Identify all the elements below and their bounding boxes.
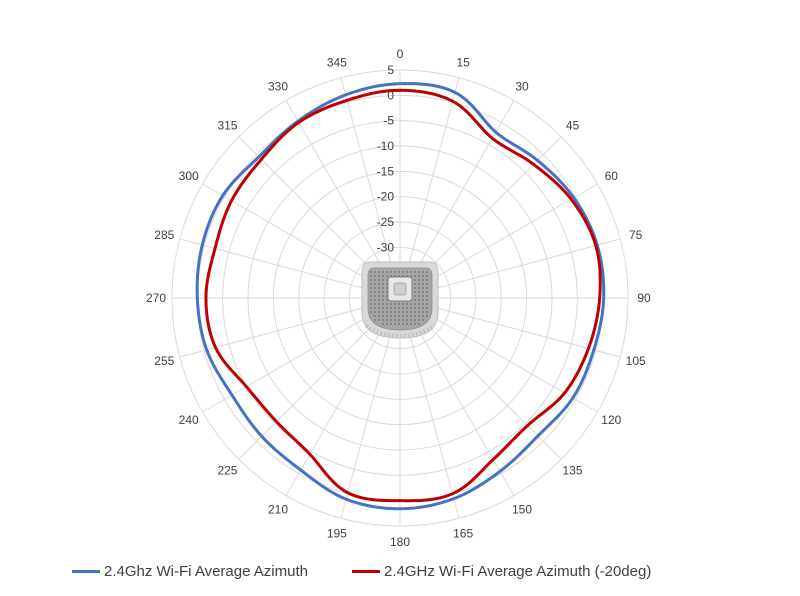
- angle-tick-label: 315: [217, 118, 237, 132]
- angle-tick-label: 210: [268, 502, 288, 516]
- angle-tick-label: 75: [629, 228, 643, 242]
- angle-tick-label: 15: [456, 55, 470, 69]
- angle-tick-label: 30: [515, 80, 529, 94]
- angle-tick-label: 225: [217, 464, 237, 478]
- legend-label: 2.4GHz Wi-Fi Average Azimuth (-20deg): [384, 563, 652, 580]
- legend-swatch-blue: [72, 570, 100, 573]
- radial-tick-label: -25: [377, 215, 395, 229]
- angle-tick-label: 60: [605, 169, 619, 183]
- radial-tick-label: -10: [377, 139, 395, 153]
- angle-tick-label: 90: [637, 291, 651, 305]
- radial-tick-label: -30: [377, 240, 395, 254]
- angle-tick-label: 345: [327, 55, 347, 69]
- legend-swatch-red: [352, 570, 380, 573]
- angle-tick-labels: 0 15 30 45 60 75 90 105 120 135 150 165 180 195 210 225…: [146, 47, 651, 549]
- angular-gridlines: [172, 70, 628, 526]
- radial-tick-labels: 5 0 -5 -10 -15 -20 -25 -30: [377, 63, 395, 254]
- angle-tick-label: 105: [626, 354, 646, 368]
- ceiling-access-point-icon: [361, 261, 439, 339]
- angle-tick-label: 255: [154, 354, 174, 368]
- angle-tick-label: 150: [512, 502, 532, 516]
- radial-tick-label: 0: [387, 88, 394, 102]
- angle-tick-label: 45: [566, 118, 580, 132]
- angle-tick-label: 180: [390, 535, 410, 549]
- radial-tick-label: -15: [377, 164, 395, 178]
- radial-tick-label: -20: [377, 190, 395, 204]
- angle-tick-label: 285: [154, 228, 174, 242]
- legend: 2.4Ghz Wi-Fi Average Azimuth 2.4GHz Wi-F…: [0, 563, 800, 589]
- polar-chart: 50-5-10-15-20-25-30 01530456075901051201…: [146, 47, 651, 549]
- radial-tick-label: 5: [387, 63, 394, 77]
- angle-tick-label: 330: [268, 80, 288, 94]
- grid-spoke: [340, 77, 401, 299]
- angle-tick-label: 195: [327, 527, 347, 541]
- series-layer: [195, 82, 606, 511]
- angle-tick-label: 240: [179, 413, 199, 427]
- legend-item-series-1: 2.4Ghz Wi-Fi Average Azimuth: [72, 563, 308, 580]
- legend-label: 2.4Ghz Wi-Fi Average Azimuth: [104, 563, 308, 580]
- legend-item-series-2: 2.4GHz Wi-Fi Average Azimuth (-20deg): [352, 563, 651, 580]
- angle-tick-label: 120: [601, 413, 621, 427]
- angle-tick-label: 135: [563, 464, 583, 478]
- angle-tick-label: 300: [179, 169, 199, 183]
- angle-tick-label: 0: [397, 47, 404, 61]
- radial-tick-label: -5: [383, 114, 394, 128]
- grid-spoke: [399, 77, 460, 299]
- angle-tick-label: 165: [453, 527, 473, 541]
- angle-tick-label: 270: [146, 291, 166, 305]
